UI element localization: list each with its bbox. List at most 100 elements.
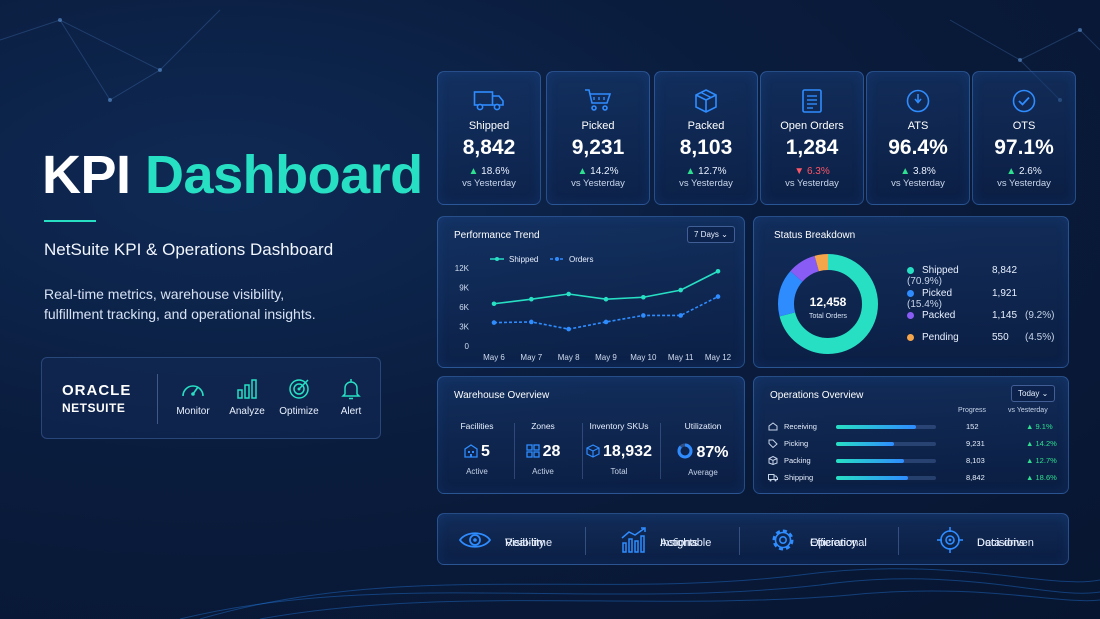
kpi-compare: vs Yesterday xyxy=(997,178,1051,189)
operations-overview-panel: Operations Overview Today ⌄ Progress vs … xyxy=(753,376,1069,494)
data-point-shipped[interactable] xyxy=(529,296,534,302)
data-point-shipped[interactable] xyxy=(641,294,646,300)
logo-oracle: ORACLE xyxy=(62,382,132,399)
legend-shipped-marker xyxy=(495,257,499,261)
ops-change: ▲ 18.6% xyxy=(1026,473,1057,482)
chevron-down-icon: ⌄ xyxy=(721,230,728,239)
warehouse-col-value: 87% xyxy=(696,444,729,461)
divider xyxy=(585,527,586,555)
kpi-compare: vs Yesterday xyxy=(891,178,945,189)
box-icon xyxy=(768,456,778,465)
y-tick-label: 3K xyxy=(459,323,469,332)
donut-total-value: 12,458 xyxy=(810,295,847,309)
x-tick-label: May 9 xyxy=(595,353,617,362)
brand-item-optimize[interactable]: Optimize xyxy=(274,378,324,417)
progress-fill xyxy=(836,476,908,480)
range-dropdown-value: 7 Days xyxy=(694,230,719,239)
grid-icon xyxy=(525,444,540,458)
kpi-change: ▲ 14.2% xyxy=(547,166,649,177)
ops-row-shipping: Shipping 8,842 ▲ 18.6% xyxy=(768,472,1058,484)
progress-track xyxy=(836,425,936,429)
kpi-card-shipped[interactable]: Shipped 8,842 ▲ 18.6% vs Yesterday xyxy=(437,71,541,205)
kpi-card-ats[interactable]: ATS 96.4% ▲ 3.8% vs Yesterday xyxy=(866,71,970,205)
arrow-up-icon: ▲ xyxy=(685,166,696,177)
arrow-up-icon: ▲ xyxy=(468,166,479,177)
progress-track xyxy=(836,442,936,446)
data-point-shipped[interactable] xyxy=(566,291,571,297)
data-point-orders[interactable] xyxy=(491,320,497,325)
warehouse-col-sub: Active xyxy=(532,467,554,476)
data-point-orders[interactable] xyxy=(603,319,609,325)
feature-line1: Real-time xyxy=(505,537,553,549)
logo-netsuite: NETSUITE xyxy=(62,401,126,415)
oracle-netsuite-logo: ORACLE NETSUITE xyxy=(62,382,131,415)
kpi-label: Packed xyxy=(687,120,725,132)
status-breakdown-panel: Status Breakdown 12,458 Total Orders Shi… xyxy=(753,216,1069,368)
y-axis: 12K 9K 6K 3K 0 xyxy=(455,264,470,351)
range-dropdown-value: Today xyxy=(1018,389,1040,398)
ops-name: Packing xyxy=(784,456,811,465)
data-point-shipped[interactable] xyxy=(603,296,609,302)
x-tick-label: May 7 xyxy=(520,353,542,362)
range-dropdown[interactable]: Today ⌄ xyxy=(1011,385,1056,402)
pie-icon xyxy=(677,443,693,459)
feature-label: Data-driven Decisions xyxy=(977,525,1057,549)
status-count: 1,145 xyxy=(992,310,1018,321)
progress-fill xyxy=(836,425,916,429)
hero-title-white: KPI xyxy=(42,145,131,205)
range-dropdown[interactable]: 7 Days ⌄ xyxy=(687,226,735,243)
brand-item-alert[interactable]: Alert xyxy=(326,378,376,417)
status-count: 8,842 xyxy=(992,265,1018,276)
kpi-change: ▲ 3.8% xyxy=(867,166,969,177)
data-point-shipped[interactable] xyxy=(491,301,497,307)
x-tick-label: May 8 xyxy=(558,353,580,362)
status-name: Shipped xyxy=(922,265,959,276)
brand-item-analyze[interactable]: Analyze xyxy=(222,378,272,417)
status-pct: (70.9%) xyxy=(907,276,943,287)
kpi-change: ▼ 6.3% xyxy=(761,166,863,177)
kpi-label: Open Orders xyxy=(780,120,844,132)
crosshair-icon xyxy=(937,527,963,553)
y-tick-label: 9K xyxy=(459,284,469,293)
warehouse-inventory-skus: Inventory SKUs 18,932 Total xyxy=(584,421,654,476)
kpi-change: ▲ 2.6% xyxy=(973,166,1075,177)
inbox-icon xyxy=(768,422,778,431)
warehouse-col-head: Facilities xyxy=(460,421,494,431)
chevron-down-icon: ⌄ xyxy=(1041,389,1049,398)
brand-item-monitor[interactable]: Monitor xyxy=(168,378,218,417)
kpi-change-value: 3.8% xyxy=(912,166,936,177)
status-name: Packed xyxy=(922,310,956,321)
kpi-change: ▲ 18.6% xyxy=(438,166,540,177)
warehouse-col-head: Zones xyxy=(531,421,555,431)
data-point-shipped[interactable] xyxy=(715,268,721,274)
brand-item-label: Analyze xyxy=(229,406,265,417)
panel-title: Operations Overview xyxy=(770,390,864,401)
warehouse-col-head: Utilization xyxy=(684,421,722,431)
hero-subtitle: NetSuite KPI & Operations Dashboard xyxy=(44,240,334,259)
data-point-shipped[interactable] xyxy=(678,287,683,293)
panel-title: Warehouse Overview xyxy=(454,390,550,401)
data-point-orders[interactable] xyxy=(566,326,571,332)
kpi-card-ots[interactable]: OTS 97.1% ▲ 2.6% vs Yesterday xyxy=(972,71,1076,205)
status-name: Pending xyxy=(922,332,959,343)
divider xyxy=(514,423,515,479)
y-tick-label: 12K xyxy=(455,264,470,273)
y-tick-label: 6K xyxy=(459,303,469,312)
kpi-card-packed[interactable]: Packed 8,103 ▲ 12.7% vs Yesterday xyxy=(654,71,758,205)
data-point-orders[interactable] xyxy=(715,294,721,299)
data-point-orders[interactable] xyxy=(678,313,683,318)
kpi-card-picked[interactable]: Picked 9,231 ▲ 14.2% vs Yesterday xyxy=(546,71,650,205)
donut-slice-pending xyxy=(778,254,878,354)
data-point-orders[interactable] xyxy=(641,313,646,318)
kpi-label: ATS xyxy=(907,120,929,132)
divider xyxy=(582,423,583,479)
status-pct: (9.2%) xyxy=(1025,310,1055,321)
data-point-orders[interactable] xyxy=(529,319,534,325)
kpi-change-value: 18.6% xyxy=(481,166,510,177)
ops-row-packing: Packing 8,103 ▲ 12.7% xyxy=(768,455,1058,467)
divider xyxy=(898,527,899,555)
tag-icon xyxy=(768,439,778,448)
arrow-up-icon: ▲ xyxy=(900,166,911,177)
kpi-card-open-orders[interactable]: Open Orders 1,284 ▼ 6.3% vs Yesterday xyxy=(760,71,864,205)
feature-label: Operational Efficiency xyxy=(810,525,890,549)
